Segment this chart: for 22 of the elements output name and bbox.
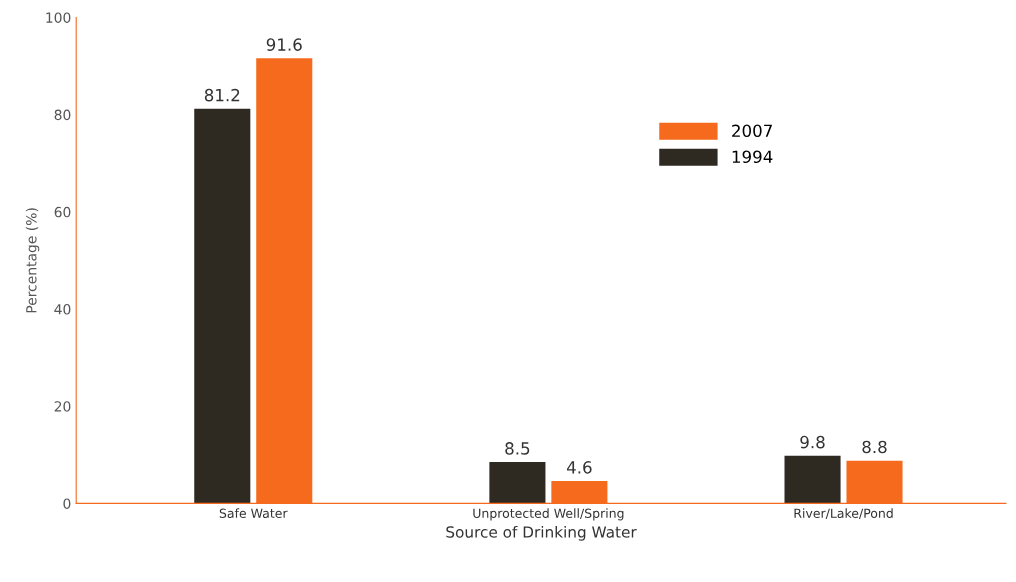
- y-tick-label: 100: [46, 12, 71, 23]
- x-tick-label: River/Lake/Pond: [794, 508, 893, 519]
- bar: [784, 455, 841, 504]
- y-tick-label: 40: [54, 304, 71, 315]
- bar: [194, 108, 251, 504]
- data-label: 91.6: [266, 38, 302, 51]
- data-label: 8.8: [862, 440, 887, 454]
- data-label: 9.8: [800, 435, 825, 449]
- y-axis-title: Percentage (%): [25, 208, 40, 313]
- x-tick-label: Unprotected Well/Spring: [473, 508, 624, 521]
- y-tick-label: 80: [54, 109, 71, 121]
- bar: [489, 462, 546, 504]
- y-tick-label: 60: [54, 206, 71, 218]
- y-tick-label: 0: [63, 498, 71, 509]
- data-label: 8.5: [505, 442, 530, 455]
- y-tick-label: 20: [54, 401, 71, 412]
- x-axis-title: Source of Drinking Water: [446, 525, 637, 541]
- legend-label: 2007: [732, 124, 772, 138]
- data-label: 4.6: [566, 461, 592, 474]
- data-label: 81.2: [204, 88, 240, 102]
- x-tick-label: Safe Water: [219, 508, 288, 518]
- legend-label: 1994: [732, 150, 773, 164]
